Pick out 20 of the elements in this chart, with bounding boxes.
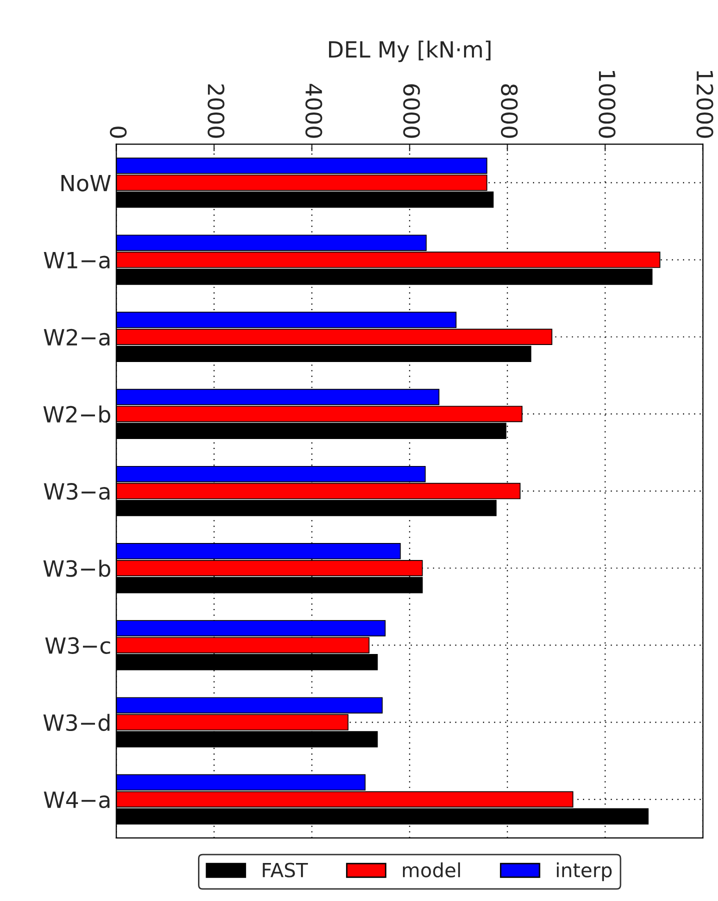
y-tick-label: W3−b: [43, 560, 110, 577]
y-tick-label: W3−a: [44, 482, 110, 500]
legend-label: FAST: [262, 862, 308, 878]
x-tick-label: 2000: [208, 84, 224, 138]
x-axis-title: DEL My [kN·m]: [329, 40, 490, 62]
y-tick-label: W3−c: [45, 637, 110, 654]
x-tick-label: 6000: [403, 84, 420, 138]
x-tick-label: 8000: [500, 84, 518, 138]
x-tick-label: 4000: [305, 84, 322, 138]
x-tick-label: 10000: [598, 71, 616, 138]
legend-label: interp: [556, 862, 612, 882]
y-tick-label: W4−a: [44, 792, 110, 808]
y-tick-label: NoW: [61, 174, 111, 192]
legend-label: model: [402, 862, 460, 878]
y-tick-label: W1−a: [44, 252, 110, 269]
x-tick-label: 0: [110, 126, 127, 138]
y-tick-label: W3−d: [43, 714, 110, 732]
y-tick-label: W2−a: [44, 328, 110, 346]
y-tick-label: W2−b: [43, 406, 110, 423]
x-tick-label: 12000: [696, 71, 714, 138]
